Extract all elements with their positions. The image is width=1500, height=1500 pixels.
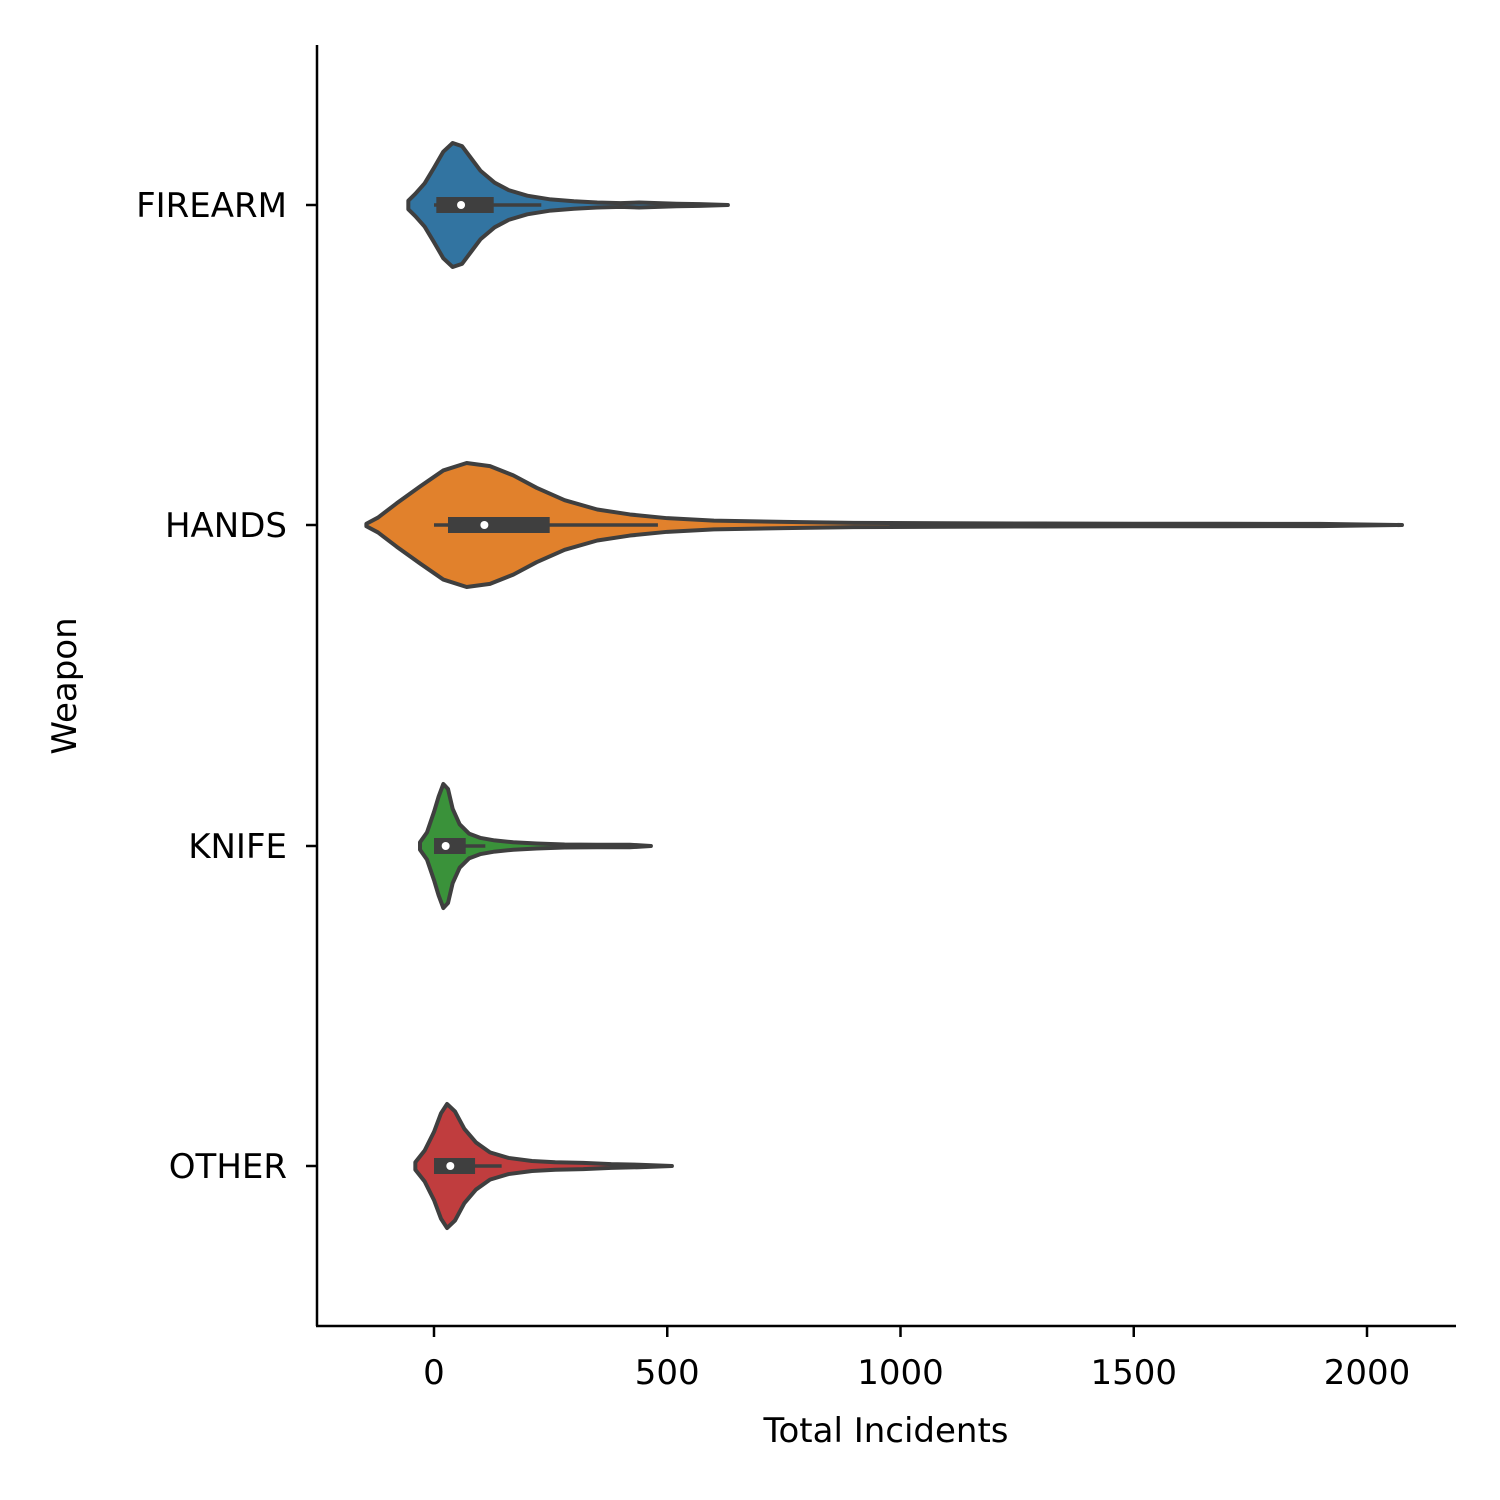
violin-knife: [418, 782, 653, 910]
x-tick-label: 1500: [1090, 1353, 1177, 1393]
axes: [315, 45, 1456, 1328]
median-point-other: [446, 1162, 455, 1170]
iqr-box-knife: [434, 838, 466, 854]
y-ticks: FIREARM HANDS KNIFE OTHER: [136, 186, 317, 1187]
x-tick-label: 1000: [857, 1353, 944, 1393]
y-tick-label: KNIFE: [188, 827, 287, 867]
y-tick-label: FIREARM: [136, 186, 287, 226]
iqr-box-hands: [447, 517, 550, 533]
median-point-knife: [441, 842, 450, 850]
violin-firearm: [406, 141, 730, 269]
iqr-box-other: [434, 1158, 476, 1174]
x-tick-label: 0: [423, 1353, 445, 1393]
x-tick-label: 2000: [1324, 1353, 1411, 1393]
y-tick-label: HANDS: [165, 506, 287, 546]
violin-hands: [364, 461, 1404, 589]
median-point-firearm: [457, 201, 466, 209]
violin-other: [413, 1102, 674, 1230]
y-axis-label: Weapon: [45, 617, 85, 754]
violin-layer: [364, 141, 1404, 1230]
y-tick-label: OTHER: [169, 1147, 287, 1187]
median-point-hands: [480, 521, 489, 529]
x-ticks: 0 500 1000 1500 2000: [423, 1326, 1410, 1393]
x-tick-label: 500: [635, 1353, 700, 1393]
x-axis-label: Total Incidents: [762, 1411, 1008, 1451]
